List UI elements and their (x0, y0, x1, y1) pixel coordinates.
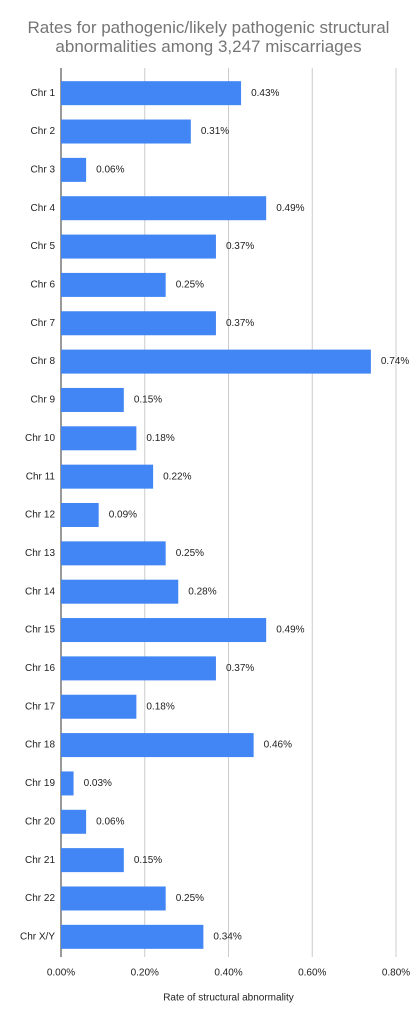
bar (61, 733, 254, 758)
bar (61, 618, 267, 643)
value-label: 0.22% (163, 471, 191, 482)
bar (61, 81, 242, 106)
y-tick-label: Chr 1 (31, 88, 56, 99)
bar (61, 809, 87, 834)
y-tick-label: Chr 6 (31, 280, 56, 291)
y-tick-label: Chr 7 (31, 318, 56, 329)
bar (61, 848, 124, 873)
y-tick-label: Chr 5 (31, 241, 56, 252)
bar (61, 196, 267, 221)
bar (61, 503, 99, 527)
bar (61, 694, 137, 719)
x-axis-title: Rate of structural abnormality (163, 993, 294, 1004)
y-tick-label: Chr X/Y (20, 931, 55, 942)
bar (61, 272, 166, 297)
value-label: 0.43% (251, 88, 279, 99)
x-tick-label: 0.60% (298, 968, 326, 979)
bar (61, 234, 216, 259)
value-label: 0.09% (109, 510, 137, 521)
y-tick-label: Chr 3 (31, 165, 56, 176)
bar (61, 349, 371, 374)
bar (61, 119, 191, 144)
y-tick-label: Chr 19 (25, 778, 55, 789)
y-tick-label: Chr 21 (25, 855, 55, 866)
y-tick-label: Chr 15 (25, 625, 55, 636)
value-label: 0.15% (134, 395, 162, 406)
value-label: 0.15% (134, 855, 162, 866)
value-label: 0.06% (96, 165, 124, 176)
bar (61, 886, 166, 911)
bar (61, 157, 87, 182)
y-tick-label: Chr 2 (31, 126, 56, 137)
value-label: 0.49% (276, 625, 304, 636)
chart-title: Rates for pathogenic/likely pathogenic s… (27, 18, 390, 56)
bar (61, 579, 179, 604)
x-tick-label: 0.80% (382, 968, 410, 979)
value-label: 0.18% (146, 433, 174, 444)
bar (61, 771, 74, 796)
bar (61, 426, 137, 451)
x-tick-label: 0.00% (47, 968, 75, 979)
value-label: 0.49% (276, 203, 304, 214)
value-label: 0.25% (176, 280, 204, 291)
value-label: 0.34% (213, 931, 241, 942)
y-tick-label: Chr 4 (31, 203, 56, 214)
x-tick-label: 0.20% (131, 968, 159, 979)
y-tick-label: Chr 8 (31, 356, 56, 367)
y-tick-label: Chr 11 (26, 471, 56, 482)
value-label: 0.25% (176, 548, 204, 559)
y-tick-label: Chr 18 (25, 740, 55, 751)
value-label: 0.74% (381, 356, 409, 367)
bar (61, 656, 216, 681)
value-label: 0.37% (226, 663, 254, 674)
value-label: 0.03% (84, 778, 112, 789)
bar (61, 541, 166, 566)
value-label: 0.37% (226, 318, 254, 329)
y-tick-label: Chr 12 (25, 510, 55, 521)
y-tick-label: Chr 22 (25, 893, 55, 904)
y-tick-label: Chr 16 (25, 663, 55, 674)
value-label: 0.46% (264, 740, 292, 751)
bar (61, 924, 204, 949)
y-tick-label: Chr 20 (25, 816, 55, 827)
value-label: 0.28% (188, 586, 216, 597)
bar (61, 311, 216, 336)
value-label: 0.06% (96, 816, 124, 827)
value-label: 0.18% (146, 701, 174, 712)
value-label: 0.25% (176, 893, 204, 904)
bar (61, 387, 124, 412)
value-label: 0.37% (226, 241, 254, 252)
y-tick-label: Chr 14 (25, 586, 55, 597)
bar (61, 464, 154, 489)
y-tick-label: Chr 10 (25, 433, 55, 444)
x-tick-label: 0.40% (214, 968, 242, 979)
value-label: 0.31% (201, 126, 229, 137)
y-tick-label: Chr 13 (25, 548, 55, 559)
y-tick-label: Chr 9 (31, 395, 56, 406)
y-tick-label: Chr 17 (25, 701, 55, 712)
